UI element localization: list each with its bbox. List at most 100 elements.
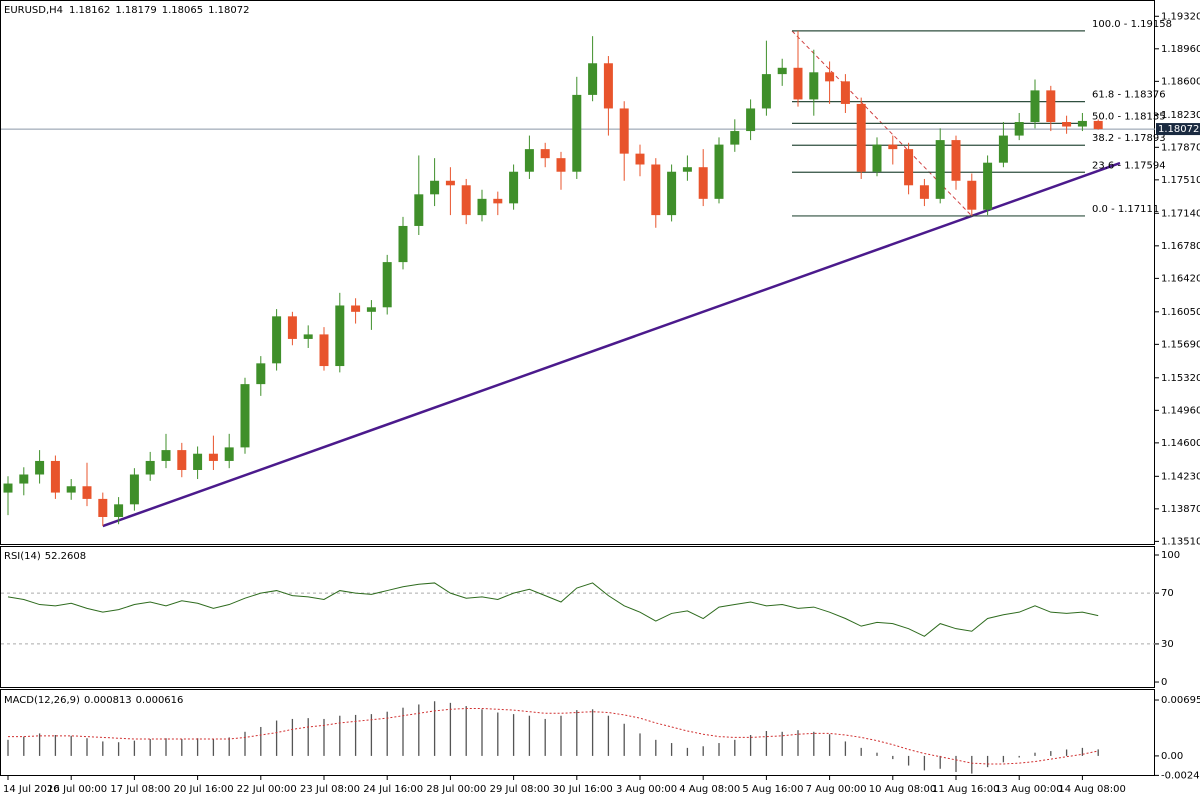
fib-label: 23.6 - 1.17594 [1092, 160, 1166, 171]
candle-body [224, 447, 234, 461]
x-tick-label: 20 Jul 16:00 [174, 784, 234, 795]
y-tick-label: 1.18230 [1161, 110, 1200, 121]
y-tick-label: 1.16780 [1161, 241, 1200, 252]
y-tick-label: 1.15690 [1161, 339, 1200, 350]
candle-body [303, 334, 313, 339]
candle-body [382, 262, 392, 308]
y-tick-label: 1.16050 [1161, 307, 1200, 318]
x-tick-label: 23 Jul 08:00 [300, 784, 360, 795]
fib-label: 61.8 - 1.18376 [1092, 90, 1166, 101]
symbol: EURUSD,H4 [4, 5, 63, 16]
candle-body [351, 305, 361, 312]
candle-body [430, 180, 440, 195]
candle-body [967, 180, 977, 210]
candle-body [114, 504, 124, 517]
high: 1.18179 [115, 5, 156, 16]
current-price-label: 1.18072 [1158, 124, 1199, 135]
x-tick-label: 22 Jul 00:00 [237, 784, 297, 795]
candle-body [98, 498, 108, 517]
candle-body [888, 144, 898, 150]
x-tick-label: 11 Aug 16:00 [932, 784, 999, 795]
x-tick-label: 29 Jul 08:00 [490, 784, 550, 795]
candle-body [856, 103, 866, 172]
candle-body [19, 474, 29, 484]
y-tick-label: 1.15320 [1161, 373, 1200, 384]
candle-body [1077, 120, 1087, 127]
rsi-title: RSI(14) [4, 551, 41, 562]
candle-body [177, 450, 187, 470]
fib-label: 50.0 - 1.18135 [1092, 111, 1166, 122]
candle-body [477, 198, 487, 216]
candle-body [50, 460, 60, 493]
x-tick-label: 5 Aug 16:00 [742, 784, 803, 795]
macd-header: MACD(12,26,9) 0.000813 0.000616 [4, 695, 183, 706]
candle-body [82, 486, 92, 499]
y-tick-label: 100 [1161, 550, 1180, 561]
trendline [102, 161, 1121, 528]
open: 1.18162 [69, 5, 110, 16]
candle-body [935, 140, 945, 199]
candle-body [398, 225, 408, 263]
y-tick-label: 1.17870 [1161, 142, 1200, 153]
candle-body [793, 67, 803, 100]
candle-body [619, 108, 629, 154]
candle-body [1030, 90, 1040, 123]
fib-label: 100.0 - 1.19158 [1092, 19, 1172, 30]
candle-body [983, 162, 993, 210]
candle-body [240, 384, 250, 448]
rsi-panel [0, 546, 1155, 688]
candle-body [1093, 120, 1103, 130]
x-tick-label: 14 Aug 08:00 [1058, 784, 1125, 795]
x-tick-label: 17 Jul 08:00 [110, 784, 170, 795]
y-tick-label: 0 [1161, 677, 1167, 688]
candle-body [509, 171, 519, 204]
candle-body [35, 460, 45, 475]
y-tick-label: -0.002427 [1161, 770, 1200, 781]
candle-body [1014, 122, 1024, 136]
close: 1.18072 [208, 5, 249, 16]
y-tick-label: 0.006953 [1161, 695, 1200, 706]
y-tick-label: 1.14600 [1161, 438, 1200, 449]
macd-panel [0, 689, 1155, 776]
candle-body [445, 180, 455, 186]
candle-body [777, 67, 787, 75]
y-tick-label: 0.00 [1161, 751, 1183, 762]
candle-body [145, 460, 155, 475]
x-tick-label: 16 Jul 00:00 [47, 784, 107, 795]
signal-line [8, 707, 1099, 765]
candle-body [998, 135, 1008, 163]
candle-body [825, 72, 835, 82]
candle-body [335, 305, 345, 367]
candle-body [208, 453, 218, 461]
candle-body [556, 158, 566, 172]
x-tick-label: 24 Jul 16:00 [363, 784, 423, 795]
candle-body [840, 81, 850, 104]
header: EURUSD,H4 1.18162 1.18179 1.18065 1.18072 [4, 5, 249, 16]
candle-body [572, 94, 582, 172]
y-tick-label: 1.14960 [1161, 405, 1200, 416]
rsi-line [7, 582, 1099, 637]
price-panel [0, 0, 1155, 545]
fib-label: 38.2 - 1.17893 [1092, 133, 1166, 144]
candle-body [1046, 90, 1056, 123]
fib-label: 0.0 - 1.17111 [1092, 204, 1159, 215]
candle-body [66, 486, 76, 493]
candle-body [414, 194, 424, 226]
x-tick-label: 13 Aug 00:00 [995, 784, 1062, 795]
candle-body [951, 140, 961, 181]
x-tick-label: 7 Aug 00:00 [806, 784, 867, 795]
y-tick-label: 1.16420 [1161, 273, 1200, 284]
candle-body [129, 474, 139, 505]
candle-body [682, 167, 692, 172]
candle-body [461, 185, 471, 216]
candle-body [524, 149, 534, 172]
candle-body [872, 144, 882, 172]
candle-body [1062, 122, 1072, 127]
y-tick-label: 1.14230 [1161, 471, 1200, 482]
candle-body [761, 74, 771, 109]
y-tick-label: 1.13870 [1161, 504, 1200, 515]
candle-body [588, 63, 598, 95]
y-tick-label: 1.18600 [1161, 76, 1200, 87]
candle-body [919, 185, 929, 199]
macd-title: MACD(12,26,9) [4, 695, 80, 706]
